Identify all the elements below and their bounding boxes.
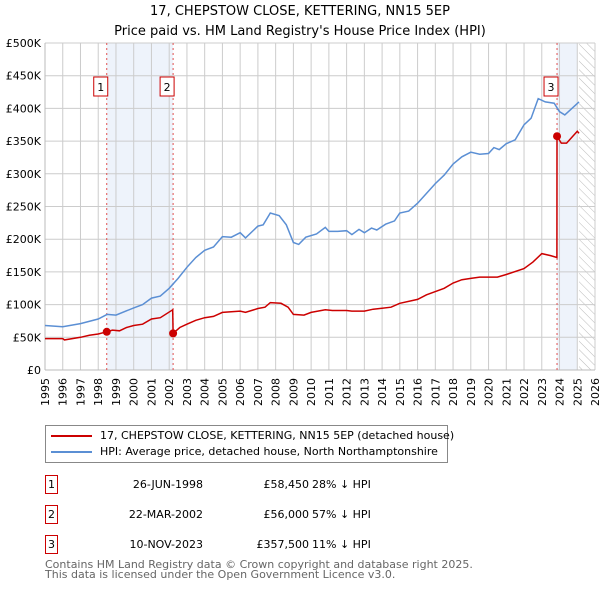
x-tick-label: 2004: [199, 378, 212, 406]
x-tick-label: 1995: [39, 378, 52, 406]
x-tick-label: 2000: [128, 378, 141, 406]
x-tick-label: 2001: [145, 378, 158, 406]
sale-badge: 2: [45, 505, 58, 524]
sale-hpi-diff: 57% ↓ HPI: [312, 508, 371, 521]
price-chart: 1995 1996 1997 1998 1999 2000 2001 2002 2003 2004…: [6, 37, 600, 406]
y-tick-label: £500K: [6, 37, 42, 50]
y-tick-label: £100K: [6, 299, 42, 312]
sale-badge-label: 1: [97, 81, 104, 94]
x-tick-label: 2007: [252, 378, 265, 406]
y-tick-label: £400K: [6, 102, 42, 115]
sale-point: [102, 327, 111, 336]
x-tick-label: 2020: [483, 378, 496, 406]
subtitle-line: Price paid vs. HM Land Registry's House …: [114, 24, 486, 39]
x-tick-label: 1998: [92, 378, 105, 406]
x-tick-label: 2015: [394, 378, 407, 406]
x-tick-label: 2014: [376, 378, 389, 406]
x-tick-label: 2017: [429, 378, 442, 406]
x-tick-label: 2009: [287, 378, 300, 406]
y-tick-label: £150K: [6, 266, 42, 279]
x-tick-label: 2013: [358, 378, 371, 406]
hpi-line: [44, 97, 580, 328]
x-tick-label: 2003: [181, 378, 194, 406]
sale-price: £357,500: [256, 538, 310, 551]
y-tick-label: £0: [27, 364, 41, 377]
x-tick-label: 2022: [518, 378, 531, 406]
sale-price: £56,000: [263, 508, 310, 521]
sale-hpi-diff: 11% ↓ HPI: [312, 538, 371, 551]
legend: 17, CHEPSTOW CLOSE, KETTERING, NN15 5EP …: [45, 425, 454, 463]
table-row: 1 26-JUN-1998 £58,450 28% ↓ HPI: [45, 475, 445, 495]
x-tick-label: 2018: [447, 378, 460, 406]
y-tick-label: £350K: [6, 135, 42, 148]
x-tick-label: 2026: [589, 378, 600, 406]
legend-label: 17, CHEPSTOW CLOSE, KETTERING, NN15 5EP …: [100, 429, 455, 442]
x-tick-label: 2011: [323, 378, 336, 406]
chart-title: 17, CHEPSTOW CLOSE, KETTERING, NN15 5EP …: [0, 2, 600, 42]
x-tick-label: 2012: [341, 378, 354, 406]
x-tick-label: 2023: [536, 378, 549, 406]
table-row: 2 22-MAR-2002 £56,000 57% ↓ HPI: [45, 505, 445, 525]
sale-badge: 1: [45, 475, 58, 494]
x-tick-label: 1996: [57, 378, 70, 406]
sale-point: [169, 329, 178, 338]
sale-badge: 3: [45, 535, 58, 554]
sale-badge-box: [543, 76, 559, 97]
sale-point: [553, 132, 562, 141]
sale-price: £58,450: [263, 478, 310, 491]
x-tick-label: 2019: [465, 378, 478, 406]
title-line: 17, CHEPSTOW CLOSE, KETTERING, NN15 5EP: [150, 4, 450, 19]
sale-hpi-diff: 28% ↓ HPI: [312, 478, 371, 491]
footer: Contains HM Land Registry data © Crown c…: [45, 558, 473, 581]
sale-date: 10-NOV-2023: [129, 538, 203, 551]
sale-date: 22-MAR-2002: [128, 508, 203, 521]
x-tick-label: 2024: [554, 378, 567, 406]
footer-copyright: Contains HM Land Registry data © Crown c…: [45, 558, 473, 571]
sale-badge-box: [93, 76, 109, 97]
x-tick-label: 2016: [412, 378, 425, 406]
x-tick-label: 1997: [74, 378, 87, 406]
x-tick-label: 2008: [270, 378, 283, 406]
legend-label: HPI: Average price, detached house, Nort…: [100, 445, 438, 458]
x-tick-label: 2025: [571, 378, 584, 406]
x-tick-label: 2006: [234, 378, 247, 406]
x-tick-label: 2005: [216, 378, 229, 406]
footer-licence: This data is licensed under the Open Gov…: [45, 568, 396, 581]
legend-swatch-blue: [51, 451, 92, 453]
x-tick-label: 2002: [163, 378, 176, 406]
table-row: 3 10-NOV-2023 £357,500 11% ↓ HPI: [45, 535, 445, 555]
sale-badge-label: 2: [164, 81, 171, 94]
y-tick-label: £450K: [6, 70, 42, 83]
price-paid-line: [45, 130, 580, 341]
sale-badge-box: [159, 76, 175, 97]
y-tick-label: £200K: [6, 233, 42, 246]
sale-date: 26-JUN-1998: [132, 478, 203, 491]
y-tick-label: £50K: [13, 331, 42, 344]
sale-badge-label: 3: [548, 81, 555, 94]
x-tick-label: 1999: [110, 378, 123, 406]
y-tick-label: £300K: [6, 168, 42, 181]
y-tick-label: £250K: [6, 201, 42, 214]
x-tick-label: 2010: [305, 378, 318, 406]
x-tick-label: 2021: [500, 378, 513, 406]
legend-swatch-red: [51, 435, 92, 437]
